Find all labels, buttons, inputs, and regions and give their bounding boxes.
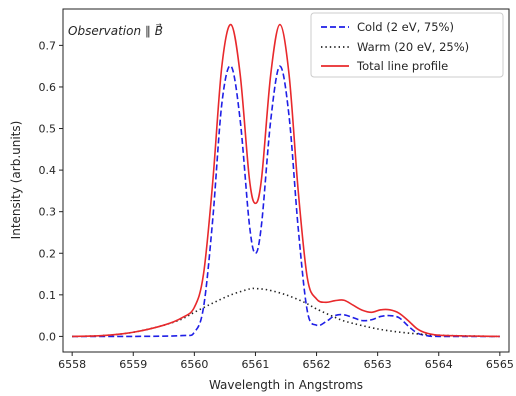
plot-frame [62,8,510,353]
series-line-total [72,23,500,338]
series-line-warm [72,287,500,338]
y-tick-label: 0.5 [39,123,57,136]
x-tick-label: 6565 [486,358,514,371]
ticks-layer: 6558 6559 6560 6561 6562 6563 6564 6565 0.0 0.1 0.… [39,39,514,371]
annotation: Observation ∥ B [68,24,163,38]
legend-label-total: Total line profile [356,59,448,73]
x-tick-label: 6559 [119,358,147,371]
y-tick-label: 0.7 [39,39,57,52]
x-axis-label: Wavelength in Angstroms [209,378,363,392]
annotation-b-vector: B [155,24,163,38]
y-axis-label: Intensity (arb.units) [9,121,23,240]
series-line-cold [72,65,500,338]
y-tick-label: 0.1 [39,289,57,302]
y-tick-label: 0.6 [39,81,57,94]
x-tick-label: 6561 [241,358,269,371]
legend-label-warm: Warm (20 eV, 25%) [357,40,469,54]
x-tick-label: 6558 [58,358,86,371]
x-tick-label: 6562 [303,358,331,371]
x-tick-label: 6564 [425,358,453,371]
series-layer [72,23,500,338]
x-tick-label: 6563 [364,358,392,371]
y-tick-label: 0.0 [39,330,57,343]
y-tick-label: 0.2 [39,247,57,260]
legend-frame [310,12,504,78]
annotation-text: Observation ∥ [68,24,155,38]
annotation-arrow: → [156,21,162,29]
legend-label-cold: Cold (2 eV, 75%) [357,20,454,34]
y-tick-label: 0.4 [39,164,57,177]
y-tick-label: 0.3 [39,206,57,219]
legend: Cold (2 eV, 75%) Warm (20 eV, 25%) Total… [310,12,504,78]
x-tick-label: 6560 [180,358,208,371]
